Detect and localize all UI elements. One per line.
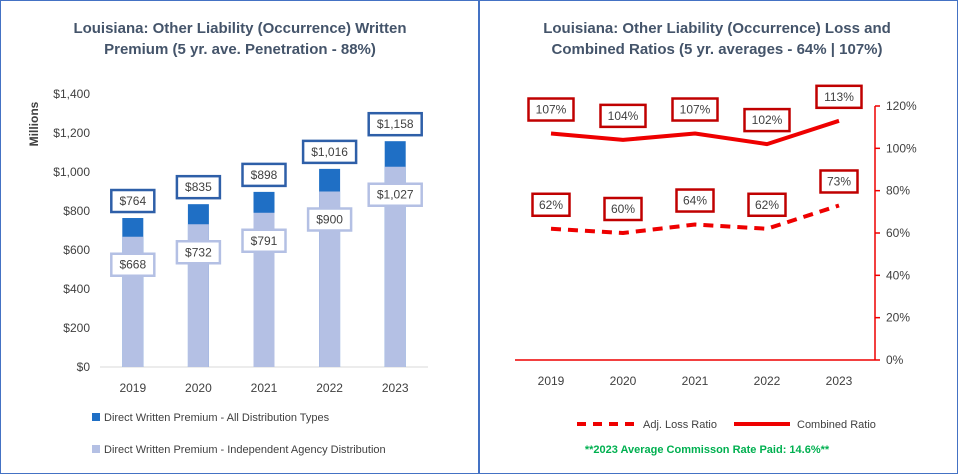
legend-swatch-independent-agency bbox=[92, 445, 100, 453]
data-label-combined-ratio-2021-text: 107% bbox=[680, 103, 711, 117]
data-label-adj-loss-ratio-2023-text: 73% bbox=[827, 174, 851, 188]
data-label-independent-agency-2020-text: $732 bbox=[185, 245, 212, 259]
data-label-adj-loss-ratio-2020-text: 60% bbox=[611, 202, 635, 216]
bar-chart-title-line-2: Premium (5 yr. ave. Penetration - 88%) bbox=[104, 41, 376, 58]
data-label-combined-ratio-2022-text: 102% bbox=[752, 113, 783, 127]
data-label-combined-ratio-2023-text: 113% bbox=[824, 90, 854, 104]
line-y-tick-label: 40% bbox=[886, 268, 910, 282]
data-label-all-distribution-2019: $764 bbox=[110, 188, 156, 214]
data-label-independent-agency-2023-text: $1,027 bbox=[377, 188, 414, 202]
data-label-combined-ratio-2019-text: 107% bbox=[536, 103, 567, 117]
bar-x-tick-label: 2021 bbox=[251, 381, 278, 395]
data-label-combined-ratio-2020-text: 104% bbox=[608, 109, 639, 123]
line-x-tick-label: 2021 bbox=[682, 374, 709, 388]
data-label-all-distribution-2021: $898 bbox=[241, 162, 287, 188]
data-label-adj-loss-ratio-2019: 62% bbox=[531, 192, 571, 218]
line-y-tick-label: 80% bbox=[886, 184, 910, 198]
data-label-independent-agency-2022: $900 bbox=[306, 207, 353, 232]
bar-y-tick-label: $0 bbox=[77, 360, 91, 374]
bar-independent-agency-2023 bbox=[384, 166, 406, 367]
data-label-independent-agency-2021-text: $791 bbox=[251, 234, 278, 248]
data-label-adj-loss-ratio-2022-text: 62% bbox=[755, 198, 779, 212]
bar-y-tick-label: $1,000 bbox=[53, 165, 90, 179]
line-y-tick-label: 0% bbox=[886, 353, 904, 367]
line-y-tick-label: 100% bbox=[886, 141, 917, 155]
data-label-all-distribution-2020: $835 bbox=[175, 174, 222, 200]
loss-combined-ratio-line-chart: Louisiana: Other Liability (Occurrence) … bbox=[515, 20, 917, 456]
data-label-independent-agency-2023: $1,027 bbox=[367, 182, 423, 207]
data-label-independent-agency-2022-text: $900 bbox=[316, 213, 343, 227]
data-label-adj-loss-ratio-2021-text: 64% bbox=[683, 194, 707, 208]
data-label-all-distribution-2021-text: $898 bbox=[251, 168, 278, 182]
line-chart-title-line-1: Louisiana: Other Liability (Occurrence) … bbox=[543, 20, 891, 37]
data-label-all-distribution-2023: $1,158 bbox=[367, 111, 423, 137]
bar-x-tick-label: 2023 bbox=[382, 381, 409, 395]
bar-x-tick-label: 2020 bbox=[185, 381, 212, 395]
legend-label-combined-ratio: Combined Ratio bbox=[797, 419, 876, 431]
commission-rate-note: **2023 Average Commisson Rate Paid: 14.6… bbox=[585, 444, 830, 456]
legend-swatch-all-distribution bbox=[92, 413, 100, 421]
data-label-combined-ratio-2022: 102% bbox=[743, 107, 791, 133]
bar-y-tick-label: $800 bbox=[63, 204, 90, 218]
combined-ratio-line bbox=[550, 118, 840, 147]
bar-x-tick-label: 2022 bbox=[316, 381, 343, 395]
line-y-tick-label: 120% bbox=[886, 99, 917, 113]
data-label-combined-ratio-2023: 113% bbox=[815, 84, 863, 110]
legend-label-independent-agency: Direct Written Premium - Independent Age… bbox=[104, 444, 386, 456]
bar-independent-agency-2022 bbox=[319, 191, 341, 367]
data-label-adj-loss-ratio-2021: 64% bbox=[675, 188, 715, 213]
bar-y-tick-label: $600 bbox=[63, 243, 90, 257]
line-x-tick-label: 2020 bbox=[610, 374, 637, 388]
bar-y-tick-label: $400 bbox=[63, 282, 90, 296]
written-premium-bar-chart: Louisiana: Other Liability (Occurrence) … bbox=[27, 20, 428, 456]
bar-chart-title-line-1: Louisiana: Other Liability (Occurrence) … bbox=[73, 20, 406, 37]
bar-y-tick-label: $1,200 bbox=[53, 126, 90, 140]
data-label-adj-loss-ratio-2022: 62% bbox=[747, 192, 787, 218]
legend-label-adj-loss-ratio: Adj. Loss Ratio bbox=[643, 419, 717, 431]
data-label-all-distribution-2020-text: $835 bbox=[185, 180, 212, 194]
data-label-all-distribution-2023-text: $1,158 bbox=[377, 117, 414, 131]
data-label-adj-loss-ratio-2023: 73% bbox=[819, 169, 859, 194]
data-label-combined-ratio-2020: 104% bbox=[599, 103, 647, 129]
data-label-independent-agency-2021: $791 bbox=[241, 228, 287, 254]
data-label-combined-ratio-2019: 107% bbox=[527, 97, 575, 122]
bar-y-tick-label: $200 bbox=[63, 321, 90, 335]
line-x-tick-label: 2019 bbox=[538, 374, 565, 388]
data-label-independent-agency-2020: $732 bbox=[175, 240, 222, 265]
data-label-independent-agency-2019: $668 bbox=[110, 252, 156, 277]
line-chart-title-line-2: Combined Ratios (5 yr. averages - 64% | … bbox=[552, 41, 883, 58]
line-x-tick-label: 2022 bbox=[754, 374, 781, 388]
panel-divider bbox=[478, 0, 480, 474]
bar-chart-y-axis-title: Millions bbox=[27, 101, 41, 146]
adj-loss-ratio-line bbox=[550, 203, 840, 235]
line-y-tick-label: 60% bbox=[886, 226, 910, 240]
data-label-all-distribution-2019-text: $764 bbox=[119, 194, 146, 208]
bar-y-tick-label: $1,400 bbox=[53, 87, 90, 101]
data-label-adj-loss-ratio-2020: 60% bbox=[603, 196, 643, 222]
data-label-all-distribution-2022-text: $1,016 bbox=[311, 145, 348, 159]
data-label-adj-loss-ratio-2019-text: 62% bbox=[539, 198, 563, 212]
data-label-all-distribution-2022: $1,016 bbox=[301, 139, 358, 165]
line-y-tick-label: 20% bbox=[886, 311, 910, 325]
line-x-tick-label: 2023 bbox=[826, 374, 853, 388]
bar-x-tick-label: 2019 bbox=[119, 381, 146, 395]
data-label-independent-agency-2019-text: $668 bbox=[119, 258, 146, 272]
legend-label-all-distribution: Direct Written Premium - All Distributio… bbox=[104, 412, 330, 424]
data-label-combined-ratio-2021: 107% bbox=[671, 97, 719, 122]
